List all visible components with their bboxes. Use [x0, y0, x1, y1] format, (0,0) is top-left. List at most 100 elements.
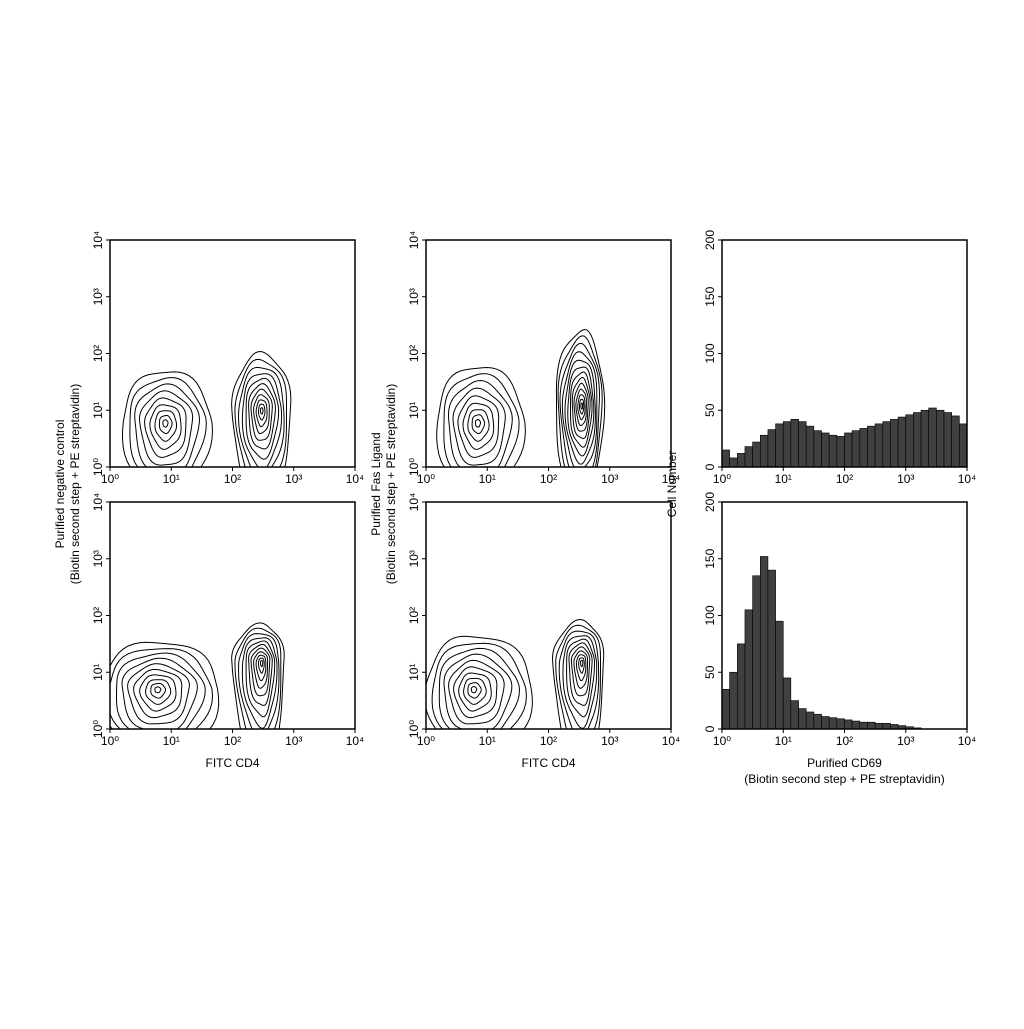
contour-line: [580, 659, 584, 668]
contour-line: [462, 402, 495, 450]
histogram-bar: [744, 609, 753, 729]
x-tick-label: 10⁰: [713, 734, 731, 748]
contour-line: [248, 383, 276, 450]
contour-line: [578, 657, 585, 674]
histogram-bar: [760, 434, 769, 467]
panel: 10⁰ 10¹ 10² 10³ 10⁴ 10⁰ 10¹ 10² 10³ 10⁴ FITC CD4: [91, 493, 364, 770]
contour-line: [436, 366, 526, 467]
x-tick-label: 10³: [897, 734, 914, 748]
x-tick-label: 10¹: [479, 472, 496, 486]
contour-line: [557, 335, 603, 467]
histogram-bar: [752, 575, 761, 729]
contour-line: [145, 679, 172, 705]
y-tick-label: 200: [703, 230, 717, 250]
x-tick-label: 10¹: [775, 472, 792, 486]
contour-line: [561, 351, 598, 467]
plot-area: [436, 328, 606, 467]
histogram-bar: [737, 643, 746, 729]
contour-line: [555, 328, 606, 467]
contour-line: [571, 376, 591, 440]
contour-line: [110, 648, 214, 729]
y-axis-label: Cell Number: [665, 451, 679, 518]
y-tick-label: 10⁰: [407, 720, 421, 738]
contour-line: [121, 371, 214, 467]
contour-line: [234, 627, 282, 729]
contour-line: [250, 647, 271, 697]
contour-line: [127, 663, 190, 725]
histogram-bar: [813, 430, 822, 467]
panel: 10⁰ 10¹ 10² 10³ 10⁴ 10⁰ 10¹ 10² 10³ 10⁴ Purified F…: [369, 231, 680, 584]
histogram-bar: [851, 720, 861, 729]
x-axis-label: (Biotin second step + PE streptavidin): [744, 772, 944, 786]
y-tick-label: 150: [703, 286, 717, 306]
panel: 10⁰ 10¹ 10² 10³ 10⁴ 10⁰ 10¹ 10² 10³ 10⁴ FITC CD4: [407, 493, 680, 770]
x-tick-label: 10³: [285, 734, 302, 748]
panel: 10⁰ 10¹ 10² 10³ 10⁴ 0 50 100 150 200 Cell Number: [665, 230, 976, 518]
plot-frame: [425, 239, 672, 468]
histogram-bar: [874, 723, 884, 729]
contour-line: [154, 410, 177, 442]
y-tick-label: 10²: [91, 345, 105, 362]
histogram-bar: [752, 441, 761, 467]
contour-line: [559, 343, 601, 467]
plot-area: [722, 556, 922, 729]
histogram-bar: [805, 425, 815, 467]
y-tick-label: 0: [703, 463, 717, 470]
plot-area: [110, 622, 285, 729]
contour-line: [144, 397, 187, 458]
y-tick-label: 10³: [407, 550, 421, 567]
contour-line: [110, 641, 220, 729]
contour-line: [139, 674, 177, 712]
x-tick-label: 10¹: [775, 734, 792, 748]
histogram-bar: [805, 711, 815, 729]
contour-line: [447, 379, 513, 467]
histogram-bar: [760, 556, 769, 729]
plot-area: [121, 351, 292, 467]
contour-line: [568, 642, 593, 707]
y-tick-label: 10²: [407, 607, 421, 624]
histogram-bar: [882, 723, 891, 729]
histogram-bar: [905, 414, 914, 467]
contour-line: [237, 633, 280, 729]
y-axis-label: (Biotin second step + PE streptavidin): [68, 384, 82, 584]
contour-line: [573, 382, 589, 432]
histogram-bar: [936, 409, 945, 467]
y-tick-label: 10¹: [91, 664, 105, 681]
histogram-bar: [951, 415, 960, 467]
contour-line: [158, 414, 173, 435]
histogram-bar: [920, 409, 930, 467]
contour-line: [253, 651, 269, 689]
contour-line: [577, 394, 586, 421]
contour-line: [567, 366, 595, 457]
contour-line: [471, 414, 486, 435]
contour-line: [121, 657, 198, 729]
x-tick-label: 10¹: [479, 734, 496, 748]
histogram-bar: [828, 434, 838, 467]
x-tick-label: 10²: [224, 734, 241, 748]
contour-line: [116, 652, 206, 729]
x-tick-label: 10³: [285, 472, 302, 486]
contour-line: [564, 359, 596, 465]
contour-line: [231, 622, 285, 729]
y-axis-label: (Biotin second step + PE streptavidin): [384, 384, 398, 584]
y-tick-label: 10⁴: [407, 493, 421, 512]
y-tick-label: 10¹: [407, 402, 421, 419]
contour-line: [457, 395, 500, 458]
histogram-bar: [775, 620, 784, 729]
y-tick-label: 10¹: [407, 664, 421, 681]
y-tick-label: 10¹: [91, 402, 105, 419]
contour-line: [150, 682, 166, 699]
contour-line: [467, 682, 482, 699]
histogram-bar: [836, 718, 845, 729]
histogram-bar: [959, 423, 967, 467]
x-tick-label: 10³: [601, 734, 618, 748]
y-tick-label: 10⁴: [91, 493, 105, 512]
histogram-bar: [813, 713, 822, 729]
x-axis-label: FITC CD4: [206, 756, 260, 770]
histogram-bar: [767, 569, 776, 729]
contour-line: [258, 403, 266, 421]
y-tick-label: 10⁰: [407, 458, 421, 476]
contour-line: [258, 657, 265, 674]
contour-line: [260, 660, 264, 668]
histogram-bar: [737, 453, 746, 467]
